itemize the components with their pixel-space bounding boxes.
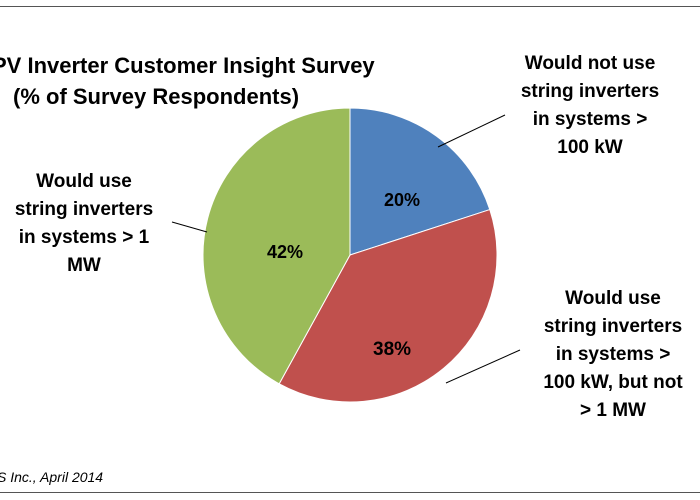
slice-label-would-not-use: Would not use string inverters in system… xyxy=(505,50,675,162)
frame-bottom-border xyxy=(0,492,700,493)
slice-label-line: Would use xyxy=(565,288,661,309)
chart-title: PV Inverter Customer Insight Survey (% o… xyxy=(0,50,410,112)
slice-label-line: in systems > 1 xyxy=(18,227,150,248)
slice-label-line: string inverters xyxy=(520,81,660,102)
chart-title-line-2: (% of Survey Respondents) xyxy=(13,84,300,109)
slice-label-line: Would use xyxy=(36,171,132,192)
slice-label-line: string inverters xyxy=(14,199,154,220)
pie-slice-1 xyxy=(349,107,491,256)
slice-label-line: 100 kW, but not xyxy=(543,372,683,393)
chart-title-line-1: PV Inverter Customer Insight Survey xyxy=(0,53,375,78)
slice-label-would-use-100kw: Would use string inverters in systems > … xyxy=(527,285,699,425)
slice-value-label-would-use-100kw: 38% xyxy=(373,339,412,360)
slice-label-would-use-1mw: Would use string inverters in systems > … xyxy=(0,168,168,280)
slice-value-label-would-not-use: 20% xyxy=(384,190,421,210)
slice-label-line: 100 kW xyxy=(557,137,623,158)
frame-top-border xyxy=(0,6,700,7)
source-note: S Inc., April 2014 xyxy=(0,469,104,485)
leader-line-would-use-1mw xyxy=(171,221,208,233)
pie-slices xyxy=(202,107,498,403)
slice-label-line: Would not use xyxy=(524,53,656,74)
slice-label-line: string inverters xyxy=(543,316,683,337)
slice-label-line: in systems > xyxy=(555,344,671,365)
slice-value-label-would-use-1mw: 42% xyxy=(267,242,304,262)
leader-line-would-use-100kw xyxy=(445,349,521,384)
pie-slice-2 xyxy=(278,208,498,403)
slice-label-line: in systems > xyxy=(532,109,648,130)
leader-lines xyxy=(171,114,521,384)
pie-slice-3 xyxy=(202,107,351,385)
slice-label-line: > 1 MW xyxy=(580,400,646,421)
leader-line-would-not-use xyxy=(437,114,506,148)
slice-label-line: MW xyxy=(67,255,101,276)
